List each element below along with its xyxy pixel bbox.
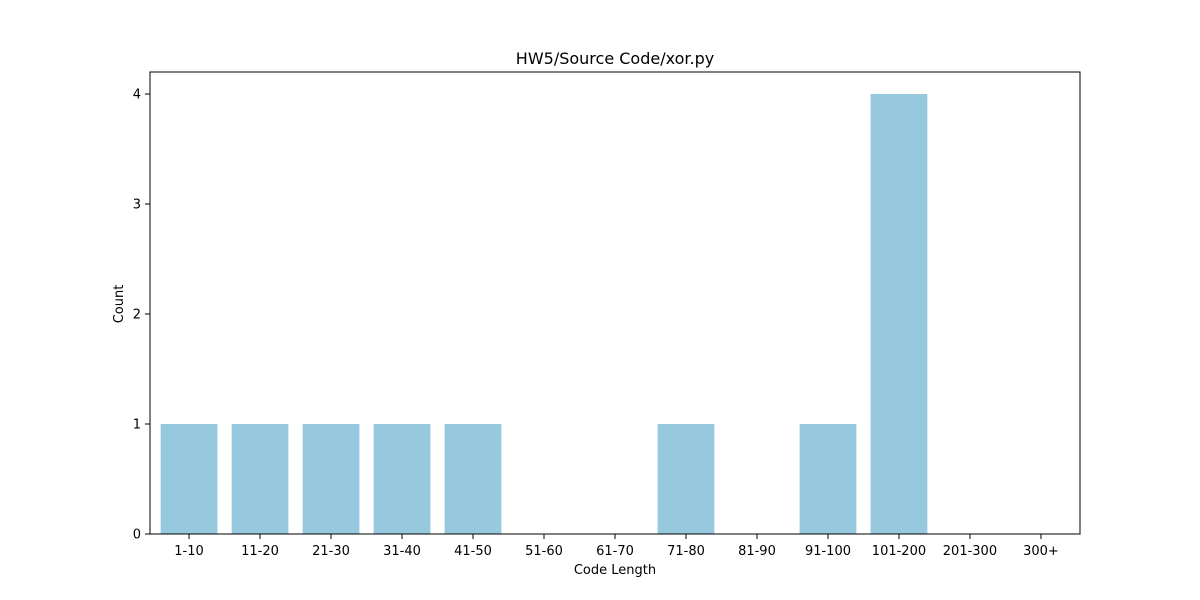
bar-101-200 [870, 94, 928, 534]
x-tick-label: 91-100 [805, 544, 851, 559]
chart-title: HW5/Source Code/xor.py [516, 49, 714, 68]
y-tick-label: 1 [133, 418, 141, 433]
bar-41-50 [444, 424, 502, 534]
y-tick-label: 4 [133, 88, 141, 103]
bar-31-40 [373, 424, 431, 534]
x-tick-label: 51-60 [525, 544, 563, 559]
x-tick-label: 31-40 [383, 544, 421, 559]
y-axis-label: Count [112, 285, 127, 324]
x-tick-label: 71-80 [667, 544, 705, 559]
x-tick-label: 11-20 [241, 544, 279, 559]
bar-11-20 [231, 424, 289, 534]
bar-1-10 [160, 424, 218, 534]
x-tick-label: 21-30 [312, 544, 350, 559]
plot-frame [149, 71, 1081, 535]
x-axis: 1-10 11-20 21-30 31-40 41-50 51-60 61-70 71-80 8… [174, 534, 1059, 559]
bar-71-80 [657, 424, 715, 534]
bar-91-100 [799, 424, 857, 534]
x-tick-label: 101-200 [872, 544, 926, 559]
x-tick-label: 81-90 [738, 544, 776, 559]
x-tick-label: 201-300 [943, 544, 997, 559]
y-tick-label: 0 [133, 528, 141, 543]
x-tick-label: 41-50 [454, 544, 492, 559]
x-tick-label: 300+ [1023, 544, 1059, 559]
bars-group [160, 94, 928, 534]
y-tick-label: 3 [133, 198, 141, 213]
bar-21-30 [302, 424, 360, 534]
y-tick-label: 2 [133, 308, 141, 323]
x-tick-label: 1-10 [174, 544, 204, 559]
y-axis: 0 1 2 3 4 [133, 88, 150, 543]
x-axis-label: Code Length [574, 563, 656, 578]
x-tick-label: 61-70 [596, 544, 634, 559]
